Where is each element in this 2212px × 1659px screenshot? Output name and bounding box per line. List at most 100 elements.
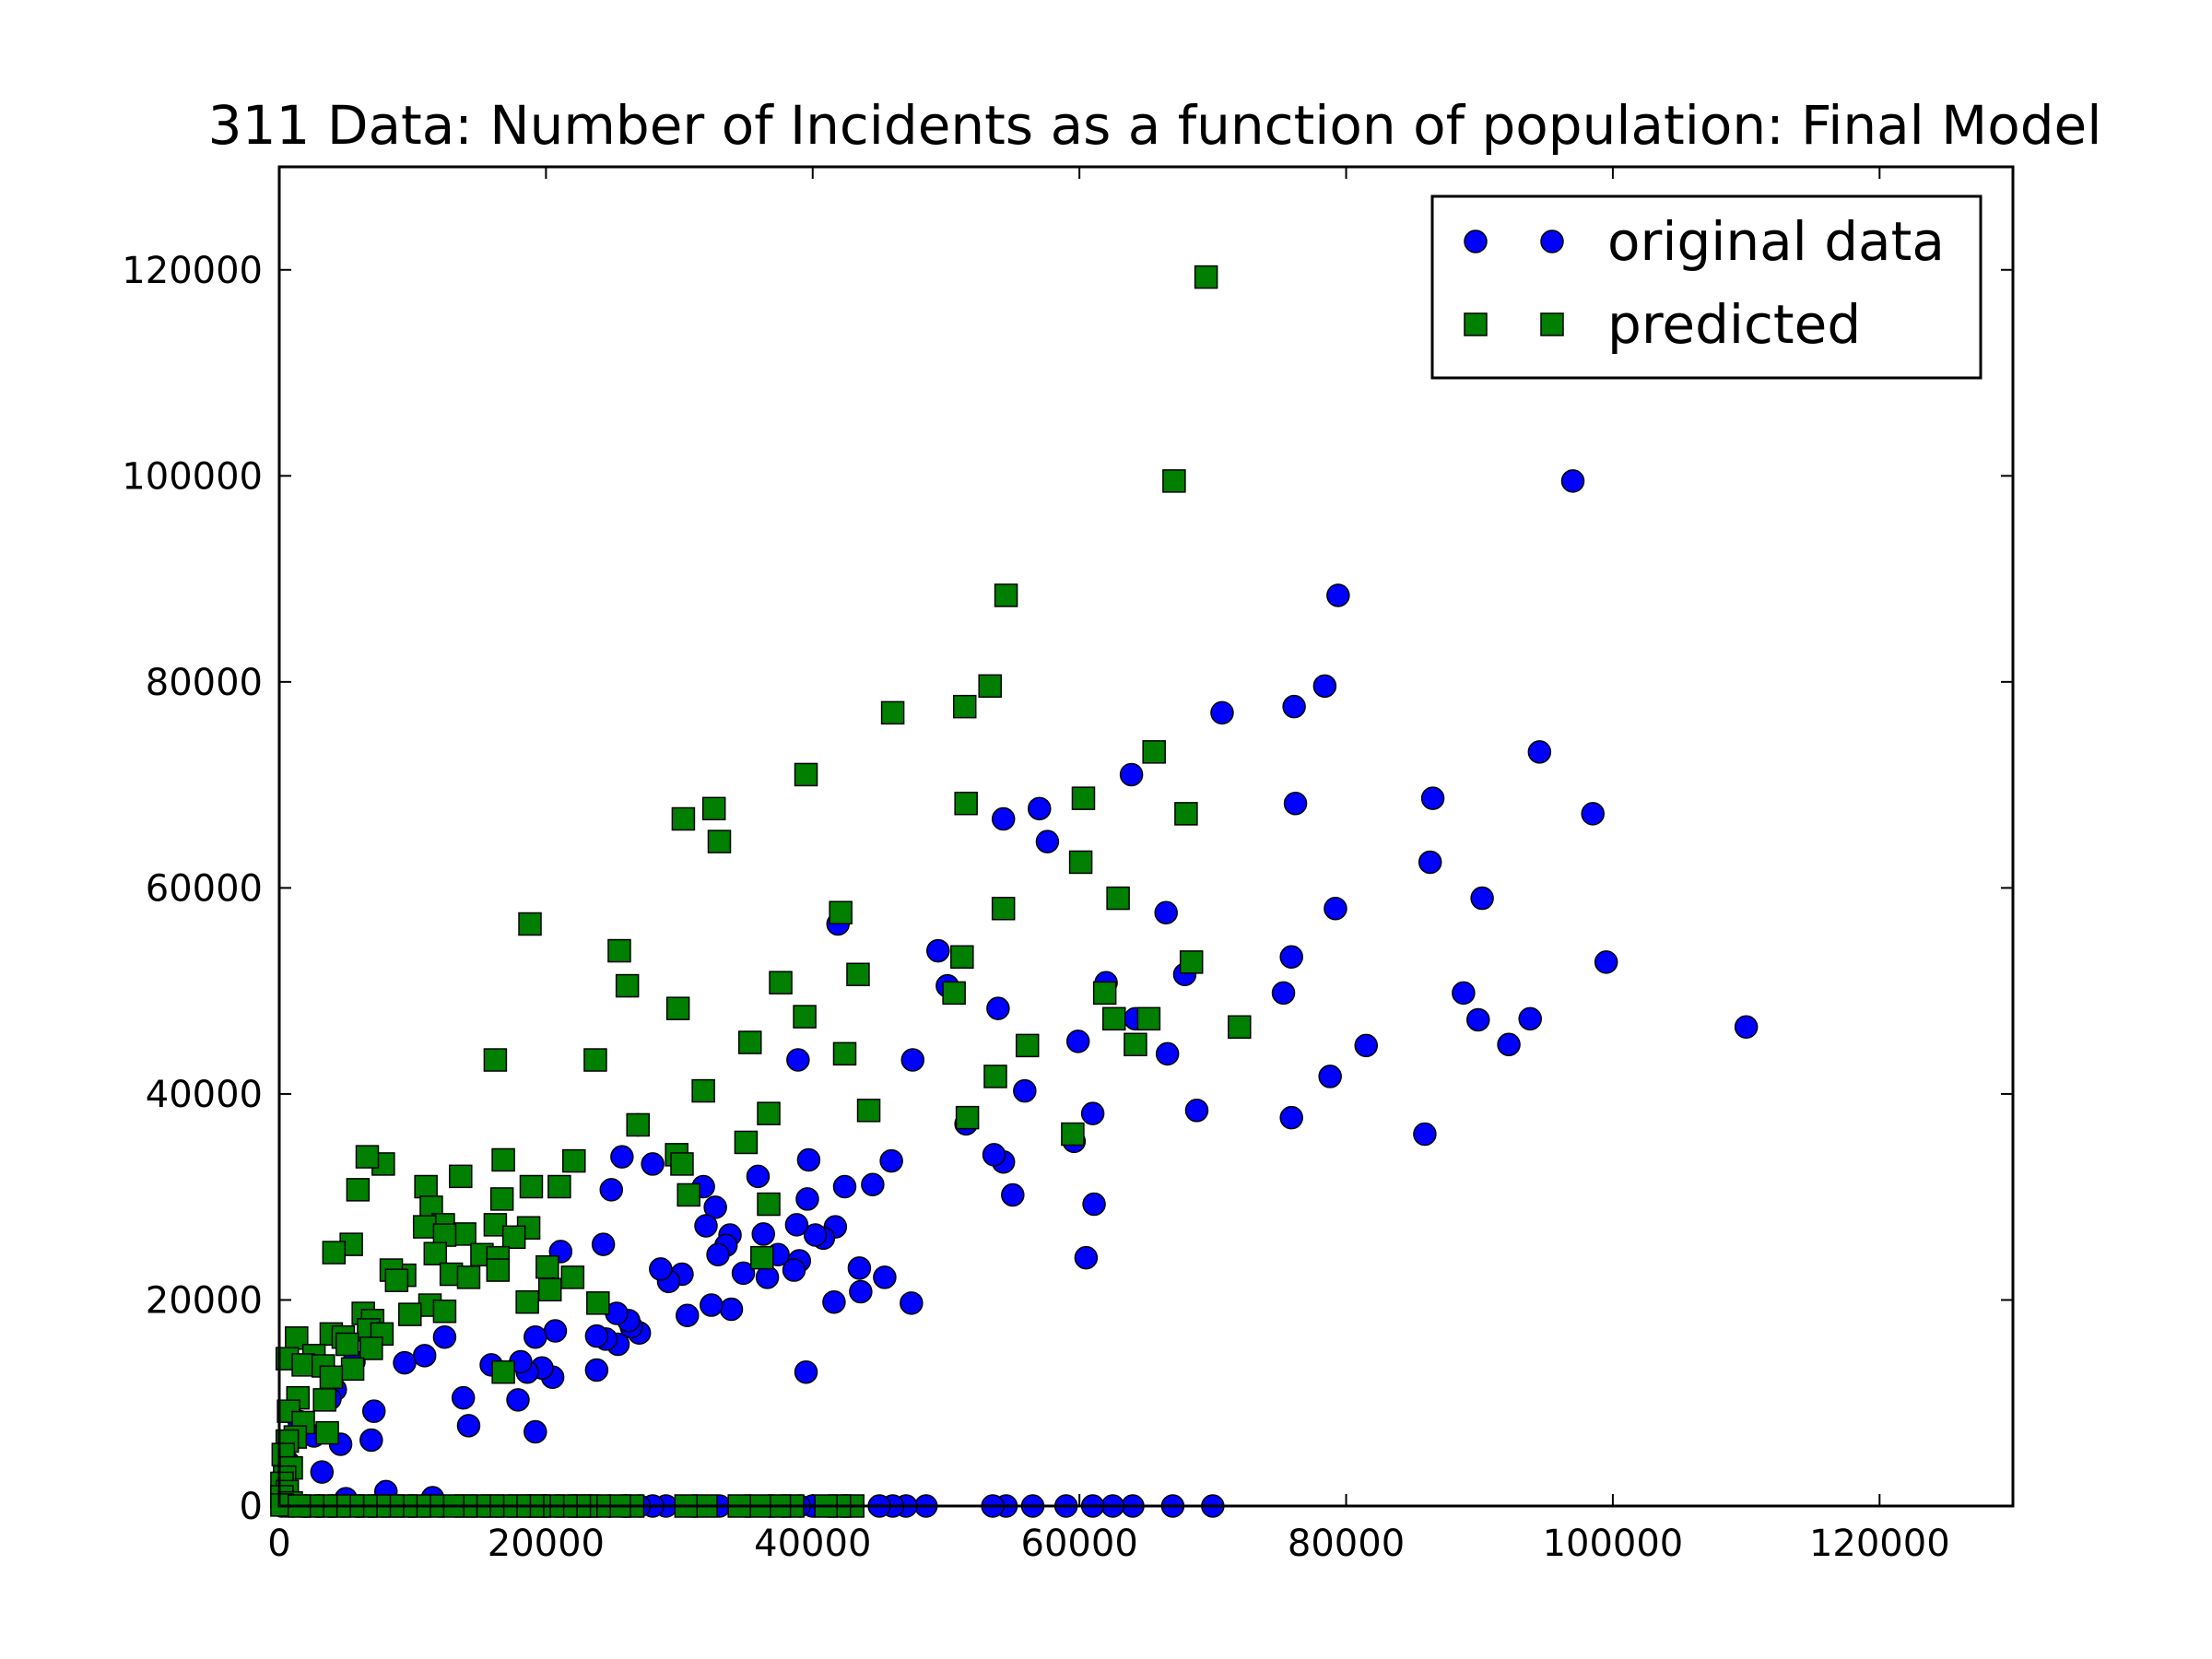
- legend: original data predicted: [1430, 194, 1983, 380]
- predicted-point: [955, 1105, 980, 1130]
- x-tick-label: 0: [267, 1523, 290, 1565]
- original-data-point: [676, 1303, 700, 1327]
- predicted-point: [994, 583, 1018, 607]
- predicted-point: [983, 1065, 1007, 1088]
- y-tick-label: 20000: [146, 1279, 263, 1322]
- original-data-point: [1210, 700, 1234, 725]
- predicted-point: [515, 1289, 539, 1314]
- original-data-point: [700, 1293, 724, 1317]
- original-data-point: [1283, 791, 1308, 816]
- predicted-point: [412, 1215, 437, 1239]
- original-data-point: [451, 1385, 476, 1410]
- predicted-point: [738, 1030, 762, 1054]
- predicted-point: [560, 1265, 585, 1289]
- original-data-point: [543, 1319, 568, 1343]
- predicted-point: [607, 938, 631, 963]
- predicted-point: [398, 1302, 422, 1326]
- y-tick-label: 100000: [122, 455, 263, 498]
- predicted-point: [794, 762, 818, 787]
- original-data-point: [1074, 1245, 1099, 1270]
- predicted-point: [1174, 802, 1198, 826]
- original-data-point: [599, 1178, 624, 1202]
- original-data-point: [506, 1388, 530, 1412]
- predicted-point: [950, 945, 974, 970]
- original-data-point: [1312, 674, 1337, 699]
- original-data-point: [847, 1256, 872, 1280]
- x-tick-label: 60000: [1021, 1523, 1138, 1565]
- predicted-point: [846, 962, 870, 987]
- predicted-point: [586, 1291, 610, 1315]
- legend-box: [1430, 194, 1983, 380]
- predicted-point: [491, 1359, 515, 1384]
- predicted-point: [757, 1192, 781, 1217]
- original-data-point: [849, 1279, 873, 1304]
- predicted-point: [319, 1365, 344, 1390]
- original-data-point: [591, 1232, 616, 1256]
- original-data-point: [412, 1344, 437, 1368]
- original-data-point: [803, 1223, 828, 1247]
- original-data-point: [1082, 1192, 1106, 1217]
- predicted-point: [691, 1078, 715, 1103]
- original-data-point: [1594, 950, 1618, 974]
- original-data-point: [1001, 1182, 1025, 1207]
- original-data-point: [1452, 981, 1476, 1006]
- axis-ticks: 0 20000 40000 60000 80000 100000 120000 0 20000 4…: [122, 167, 2013, 1565]
- legend-marker: [1540, 312, 1564, 336]
- original-data-point: [361, 1399, 386, 1423]
- original-data-point: [795, 1187, 819, 1211]
- original-data-point: [1035, 830, 1060, 853]
- legend-entries: original data predicted: [1464, 210, 1945, 356]
- original-data-point: [861, 1172, 885, 1197]
- original-data-point: [703, 1195, 727, 1219]
- original-data-point: [1154, 900, 1178, 924]
- x-tick-label: 20000: [488, 1523, 605, 1565]
- predicted-point: [671, 806, 696, 831]
- predicted-point: [952, 694, 977, 719]
- legend-label: predicted: [1607, 293, 1861, 356]
- original-data-point: [1119, 762, 1144, 787]
- original-data-point: [755, 1265, 780, 1289]
- original-data-point: [432, 1324, 457, 1349]
- predicted-point: [1092, 981, 1117, 1006]
- original-data-point: [524, 1419, 547, 1444]
- original-data-point: [1279, 945, 1303, 970]
- original-data-point: [694, 1214, 718, 1238]
- predicted-point: [991, 896, 1016, 921]
- original-data-point: [1080, 1101, 1105, 1125]
- original-data-point: [1466, 1007, 1490, 1032]
- predicted-point: [456, 1265, 481, 1289]
- predicted-point: [1162, 469, 1186, 493]
- original-data-point: [359, 1428, 383, 1453]
- predicted-point: [384, 1268, 409, 1292]
- original-data-point: [1282, 694, 1306, 719]
- predicted-point: [519, 1174, 544, 1199]
- predicted-point: [346, 1178, 371, 1202]
- predicted-point: [315, 1420, 339, 1445]
- predicted-point: [1015, 1033, 1040, 1058]
- predicted-point: [414, 1174, 438, 1199]
- predicted-point: [518, 912, 542, 936]
- original-data-point: [1271, 981, 1296, 1006]
- original-data-point: [1013, 1078, 1037, 1103]
- predicted-point: [359, 1336, 383, 1360]
- x-tick-label: 100000: [1543, 1523, 1684, 1565]
- predicted-point: [1071, 786, 1096, 810]
- predicted-point: [734, 1130, 759, 1155]
- original-data-point: [1527, 740, 1552, 764]
- predicted-point: [701, 796, 726, 821]
- y-tick-label: 120000: [122, 250, 263, 292]
- original-data-point: [751, 1222, 775, 1246]
- predicted-point: [769, 971, 793, 994]
- original-data-point: [1354, 1033, 1378, 1058]
- plot-frame: [277, 165, 2015, 1508]
- original-data-point: [524, 1324, 547, 1349]
- predicted-point: [978, 674, 1002, 699]
- original-data-point: [1326, 583, 1350, 607]
- predicted-point: [491, 1147, 515, 1172]
- predicted-point: [535, 1254, 559, 1279]
- predicted-point: [626, 1112, 650, 1137]
- predicted-point: [547, 1174, 571, 1199]
- predicted-point: [562, 1148, 586, 1173]
- original-data-point: [900, 1291, 924, 1315]
